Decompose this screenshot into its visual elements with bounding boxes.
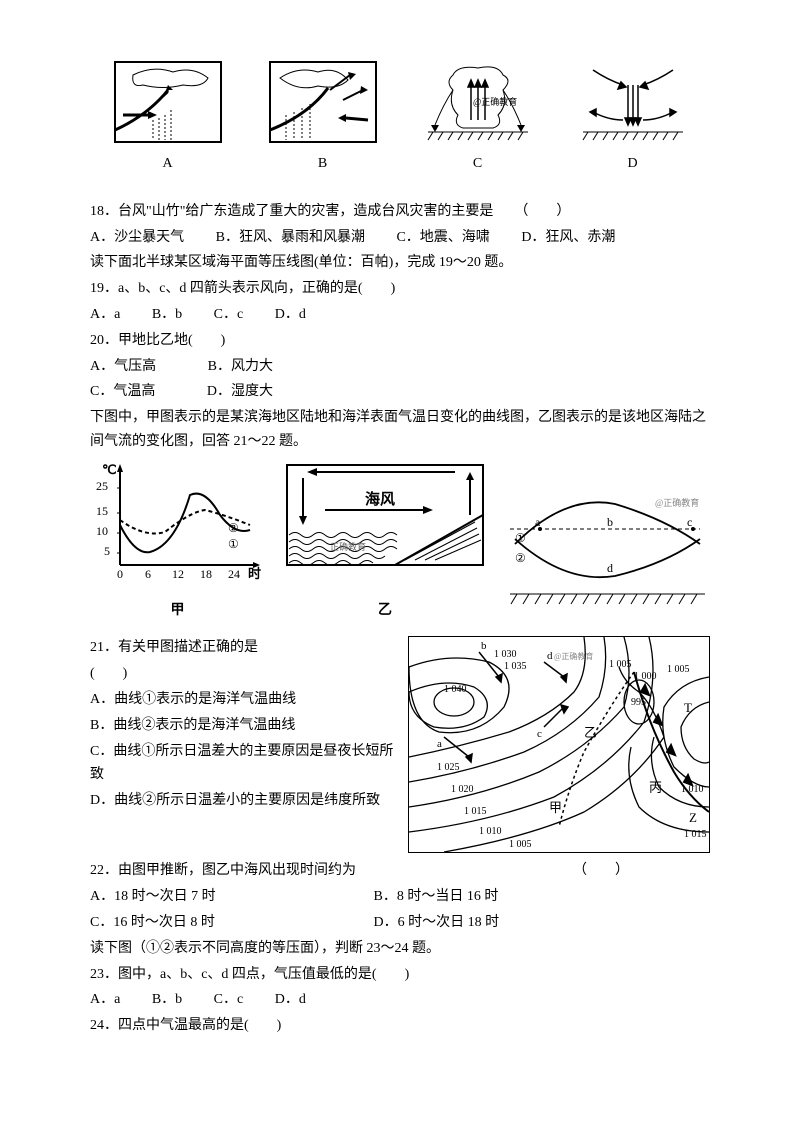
intro-23-24: 读下图（①②表示不同高度的等压面），判断 23～24 题。 (90, 937, 710, 961)
map-lbl-t: T (684, 700, 692, 715)
q22-opt-a: A．18 时～次日 7 时 (90, 885, 370, 909)
map-lbl-c: c (537, 728, 542, 740)
q24-text: 24．四点中气温最高的是( ) (90, 1014, 710, 1038)
q19-opt-c: C．c (214, 303, 244, 327)
q20-opt-a: A．气压高 (90, 355, 156, 379)
isobar-map: b a c d 甲 乙 丙 T Z 1 030 1 035 1 040 1 02… (408, 636, 710, 853)
q20-options-row1: A．气压高 B．风力大 (90, 355, 710, 379)
jia-x0: 0 (117, 567, 123, 581)
q19-opt-d: D．d (275, 303, 306, 327)
right-d: d (607, 561, 613, 575)
map-lbl-yi: 乙 (584, 725, 597, 740)
jia-x6: 6 (145, 567, 151, 581)
map-watermark: @正确教育 (554, 651, 593, 661)
q22-opt-d: D．6 时～次日 18 时 (374, 915, 500, 930)
q20-opt-d: D．湿度大 (207, 380, 273, 404)
jia-x12: 12 (172, 567, 184, 581)
jia-x18: 18 (200, 567, 212, 581)
q19-text: 19．a、b、c、d 四箭头表示风向，正确的是( ) (90, 277, 710, 301)
q20-options-row2: C．气温高 D．湿度大 (90, 380, 710, 404)
map-iso-1005c: 1 005 (667, 664, 690, 675)
jia-series1: ① (228, 537, 239, 551)
q23-opt-b: B．b (152, 988, 182, 1012)
jia-y10: 10 (96, 524, 108, 538)
right-1: ① (515, 531, 526, 545)
map-iso-1005a: 1 005 (509, 839, 532, 850)
jia-y15: 15 (96, 504, 108, 518)
map-iso-1010: 1 010 (479, 826, 502, 837)
map-iso-1025: 1 025 (437, 762, 460, 773)
right-watermark: @正确教育 (655, 497, 699, 508)
panel-d-label: D (627, 156, 637, 171)
q22-opt-b: B．8 时～当日 16 时 (374, 889, 499, 904)
q23-opt-c: C．c (214, 988, 244, 1012)
map-iso-1035: 1 035 (504, 661, 527, 672)
q22-text: 22．由图甲推断，图乙中海风出现时间约为 （ ） (90, 859, 710, 883)
q23-options: A．a B．b C．c D．d (90, 988, 710, 1012)
q22-opt-c: C．16 时～次日 8 时 (90, 911, 370, 935)
top-figure-row: A B @正 (90, 60, 710, 176)
panel-a: A (113, 60, 223, 176)
chart-yi: 海风 正确教育 乙 (285, 460, 485, 623)
map-iso-1040: 1 040 (444, 684, 467, 695)
panel-a-label: A (162, 156, 172, 171)
map-lbl-a: a (437, 738, 442, 750)
map-lbl-jia: 甲 (549, 800, 562, 815)
q18-opt-a: A．沙尘暴天气 (90, 226, 184, 250)
right-2: ② (515, 551, 526, 565)
map-iso-1015b: 1 015 (684, 829, 707, 840)
yi-watermark: 正确教育 (330, 541, 366, 552)
jia-ylabel: ℃ (102, 462, 117, 477)
jia-xlabel: 时 (248, 566, 261, 581)
panel-b-label: B (318, 156, 327, 171)
q19-options: A．a B．b C．c D．d (90, 303, 710, 327)
watermark-text: @正确教育 (473, 96, 517, 107)
q18-text: 18．台风"山竹"给广东造成了重大的灾害，造成台风灾害的主要是 （ ） (90, 200, 710, 224)
q22-row2: C．16 时～次日 8 时 D．6 时～次日 18 时 (90, 911, 710, 935)
right-b: b (607, 515, 613, 529)
panel-d: D (578, 60, 688, 176)
q20-opt-c: C．气温高 (90, 380, 155, 404)
map-lbl-z: Z (689, 810, 697, 825)
jia-x24: 24 (228, 567, 240, 581)
q20-opt-b: B．风力大 (208, 355, 273, 379)
map-iso-1005b: 1 005 (609, 659, 632, 670)
jia-y5: 5 (104, 544, 110, 558)
map-lbl-bing: 丙 (649, 780, 662, 795)
right-c: c (687, 515, 692, 529)
map-lbl-d: d (547, 650, 553, 662)
map-iso-1030: 1 030 (494, 649, 517, 660)
q18-options: A．沙尘暴天气 B．狂风、暴雨和风暴潮 C．地震、海啸 D．狂风、赤潮 (90, 226, 710, 250)
map-iso-1010b: 1 010 (681, 784, 704, 795)
q19-opt-a: A．a (90, 303, 120, 327)
panel-b: B (268, 60, 378, 176)
q23-opt-d: D．d (275, 988, 306, 1012)
q18-opt-c: C．地震、海啸 (396, 226, 489, 250)
mid-figure-row: ℃ 25 15 10 5 ② ① 0 6 12 18 24 时 甲 (90, 460, 710, 623)
chart-jia: ℃ 25 15 10 5 ② ① 0 6 12 18 24 时 甲 (90, 460, 265, 623)
map-iso-1015: 1 015 (464, 806, 487, 817)
map-iso-1000: 1 000 (634, 671, 657, 682)
q18-opt-b: B．狂风、暴雨和风暴潮 (216, 226, 365, 250)
yi-caption: 乙 (285, 599, 485, 623)
intro-19-20: 读下面北半球某区域海平面等压线图(单位：百帕)，完成 19～20 题。 (90, 251, 710, 275)
intro-21-22: 下图中，甲图表示的是某滨海地区陆地和海洋表面气温日变化的曲线图，乙图表示的是该地… (90, 406, 710, 454)
panel-c: @正确教育 C (423, 60, 533, 176)
jia-caption: 甲 (90, 599, 265, 623)
q22-row1: A．18 时～次日 7 时 B．8 时～当日 16 时 (90, 885, 710, 909)
q23-opt-a: A．a (90, 988, 120, 1012)
yi-label-sea: 海风 (365, 490, 395, 508)
map-iso-1020: 1 020 (451, 784, 474, 795)
chart-right-isobaric: a b c d ① ② @正确教育 (505, 484, 710, 623)
q18-opt-d: D．狂风、赤潮 (521, 226, 615, 250)
map-iso-995: 995 (631, 697, 646, 708)
map-lbl-b: b (481, 640, 487, 652)
q23-text: 23．图中，a、b、c、d 四点，气压值最低的是( ) (90, 963, 710, 987)
jia-y25: 25 (96, 479, 108, 493)
q20-text: 20．甲地比乙地( ) (90, 329, 710, 353)
right-a: a (535, 515, 541, 529)
panel-c-label: C (473, 156, 482, 171)
jia-series2: ② (228, 521, 239, 535)
q19-opt-b: B．b (152, 303, 182, 327)
